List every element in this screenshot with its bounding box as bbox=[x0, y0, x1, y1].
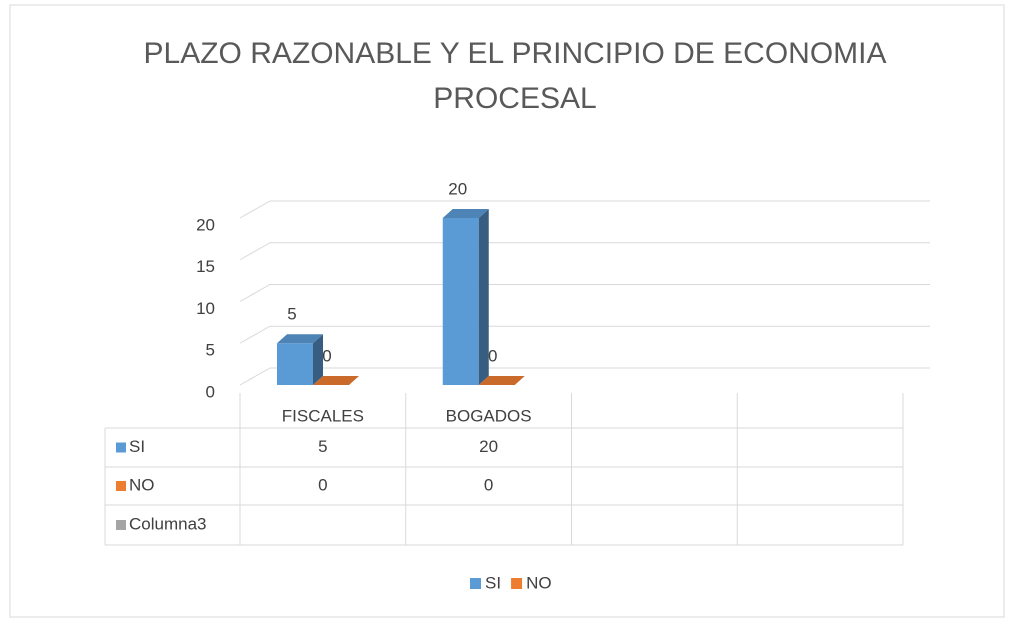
bar-top bbox=[277, 334, 323, 344]
x-tick-label: FISCALES bbox=[282, 406, 364, 425]
chart-frame bbox=[9, 4, 1005, 618]
x-tick-label: BOGADOS bbox=[446, 406, 532, 425]
bar-front bbox=[277, 343, 313, 385]
data-label: 0 bbox=[488, 346, 497, 365]
grid-line bbox=[239, 325, 930, 344]
legend-key bbox=[470, 578, 481, 589]
table-row-label: SI bbox=[129, 437, 145, 456]
table-cell: 5 bbox=[318, 437, 327, 456]
bar-top bbox=[478, 376, 525, 385]
bar-top bbox=[313, 376, 359, 385]
table-row-label: Columna3 bbox=[129, 514, 207, 533]
y-tick-label: 15 bbox=[196, 257, 215, 276]
y-tick-label: 20 bbox=[196, 215, 215, 234]
legend-label: NO bbox=[526, 573, 552, 592]
legend-key bbox=[511, 578, 523, 589]
bar-side bbox=[478, 209, 489, 385]
bar-front bbox=[442, 218, 479, 385]
table-cell: 20 bbox=[479, 437, 498, 456]
bar-top bbox=[442, 209, 489, 218]
grid-line bbox=[239, 367, 930, 386]
grid-line bbox=[239, 242, 930, 261]
table-legend-key bbox=[116, 520, 126, 530]
grid-line bbox=[239, 284, 930, 302]
table-legend-key bbox=[116, 481, 126, 491]
y-tick-label: 0 bbox=[206, 382, 215, 401]
chart-subtitle: PROCESAL bbox=[433, 82, 596, 115]
data-label: 5 bbox=[287, 305, 296, 324]
chart-title: PLAZO RAZONABLE Y EL PRINCIPIO DE ECONOM… bbox=[144, 37, 887, 70]
grid-line bbox=[239, 200, 930, 219]
table-cell: 0 bbox=[318, 475, 327, 494]
legend-label: SI bbox=[485, 573, 501, 592]
table-row-label: NO bbox=[129, 475, 155, 494]
bar-side bbox=[313, 334, 323, 385]
table-legend-key bbox=[116, 442, 126, 453]
data-label: 0 bbox=[322, 346, 331, 365]
data-label: 20 bbox=[448, 179, 467, 198]
table-cell: 0 bbox=[484, 475, 493, 494]
y-tick-label: 5 bbox=[206, 341, 215, 360]
y-tick-label: 10 bbox=[196, 299, 215, 318]
